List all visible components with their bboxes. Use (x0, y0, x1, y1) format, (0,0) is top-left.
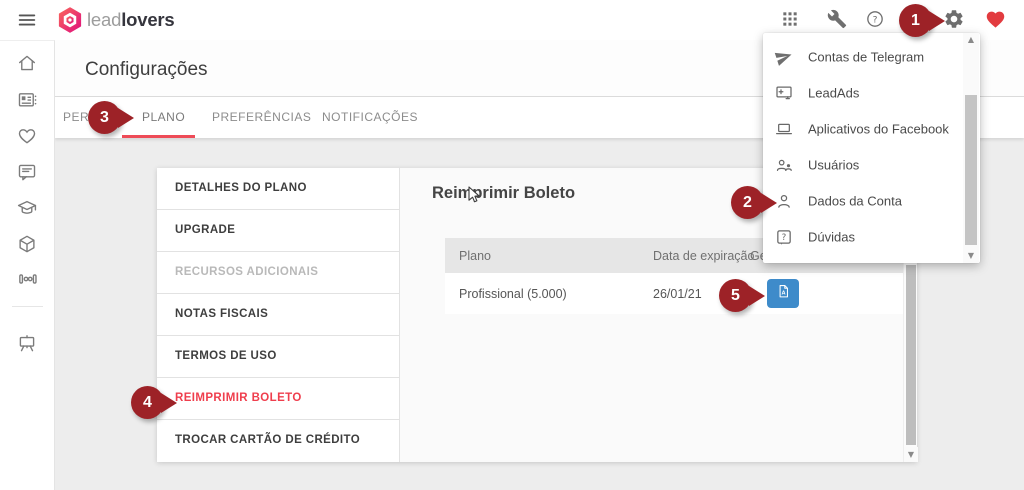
svg-text:?: ? (782, 233, 787, 243)
hamburger-menu-icon[interactable] (16, 9, 38, 31)
plan-side-menu: DETALHES DO PLANO UPGRADE RECURSOS ADICI… (157, 168, 400, 462)
dropdown-item-leadads[interactable]: LeadAds (763, 75, 963, 111)
package-icon[interactable] (16, 233, 38, 255)
dropdown-scrollbar-down-arrow[interactable]: ▼ (967, 251, 975, 260)
dropdown-scrollbar-up-arrow[interactable]: ▲ (967, 35, 975, 44)
group-add-icon (774, 155, 794, 175)
mouse-cursor (468, 186, 481, 210)
left-sidebar (0, 40, 55, 490)
page-title: Configurações (85, 59, 208, 80)
wrench-icon[interactable] (827, 9, 849, 31)
generate-boleto-button[interactable]: A (767, 279, 799, 308)
menu-item-detalhes-do-plano[interactable]: DETALHES DO PLANO (157, 168, 399, 210)
dropdown-scrollbar-thumb[interactable] (965, 95, 977, 245)
gear-icon[interactable] (943, 8, 965, 30)
menu-item-notas-fiscais[interactable]: NOTAS FISCAIS (157, 294, 399, 336)
panel-heading: Reimprimir Boleto (432, 184, 576, 202)
chat-icon[interactable] (16, 161, 38, 183)
home-icon[interactable] (16, 52, 38, 74)
callout-marker-5: 5 (719, 279, 752, 312)
menu-item-upgrade[interactable]: UPGRADE (157, 210, 399, 252)
active-tab-underline (122, 135, 195, 138)
dropdown-item-aplicativos-facebook[interactable]: Aplicativos do Facebook (763, 111, 963, 147)
graduation-cap-icon[interactable] (16, 197, 38, 219)
settings-dropdown-items: Contas de Telegram LeadAds Aplicativos d… (763, 39, 963, 255)
apps-grid-icon[interactable] (780, 9, 802, 31)
dropdown-item-label: Usuários (808, 157, 860, 173)
brand-lead: lead (87, 9, 122, 30)
callout-marker-3: 3 (88, 101, 121, 134)
sidebar-divider (12, 306, 43, 307)
column-header-gerar: Ge (750, 248, 767, 263)
menu-item-reimprimir-boleto[interactable]: REIMPRIMIR BOLETO (157, 378, 399, 420)
dropdown-scrollbar[interactable]: ▲ ▼ (963, 33, 979, 263)
cell-data-expiracao: 26/01/21 (653, 286, 702, 301)
menu-item-recursos-adicionais[interactable]: RECURSOS ADICIONAIS (157, 252, 399, 294)
leadads-icon (774, 83, 794, 103)
tab-preferencias[interactable]: PREFERÊNCIAS (212, 110, 312, 124)
svg-text:?: ? (873, 14, 878, 25)
brand-lovers: lovers (121, 9, 175, 30)
heart-outline-icon[interactable] (16, 125, 38, 147)
presentation-easel-icon[interactable] (16, 333, 38, 355)
top-app-bar: leadlovers ? (0, 0, 1024, 40)
help-box-icon: ? (774, 227, 794, 247)
brand-wordmark: leadlovers (87, 9, 175, 31)
dropdown-item-label: Dúvidas (808, 229, 855, 245)
dropdown-item-dados-da-conta[interactable]: Dados da Conta (763, 183, 963, 219)
dropdown-item-label: Aplicativos do Facebook (808, 121, 949, 137)
panel-scrollbar-down-arrow[interactable]: ▼ (904, 447, 918, 462)
svg-text:A: A (781, 290, 785, 296)
dropdown-item-usuarios[interactable]: Usuários (763, 147, 963, 183)
heart-icon[interactable] (985, 9, 1007, 31)
callout-marker-2: 2 (731, 186, 764, 219)
machines-icon[interactable] (16, 89, 38, 111)
dropdown-item-contas-de-telegram[interactable]: Contas de Telegram (763, 39, 963, 75)
cell-plano: Profissional (5.000) (459, 286, 567, 301)
settings-dropdown-menu: Contas de Telegram LeadAds Aplicativos d… (763, 33, 980, 263)
dropdown-item-label: LeadAds (808, 85, 860, 101)
dropdown-item-label: Dados da Conta (808, 193, 902, 209)
callout-marker-1: 1 (899, 4, 932, 37)
send-icon (774, 47, 794, 67)
table-row: Profissional (5.000) 26/01/21 A (445, 273, 903, 314)
laptop-icon (774, 119, 794, 139)
leadlovers-logo-icon[interactable] (57, 7, 83, 33)
pdf-file-icon: A (775, 283, 792, 305)
funnel-icon[interactable] (16, 268, 38, 290)
menu-item-trocar-cartao[interactable]: TROCAR CARTÃO DE CRÉDITO (175, 434, 361, 446)
dropdown-item-duvidas[interactable]: ? Dúvidas (763, 219, 963, 255)
tab-notificacoes[interactable]: NOTIFICAÇÕES (322, 110, 419, 124)
column-header-plano: Plano (459, 248, 491, 263)
tab-plano[interactable]: PLANO (142, 110, 186, 124)
callout-marker-4: 4 (131, 386, 164, 419)
person-icon (774, 191, 794, 211)
column-header-data: Data de expiração (653, 248, 755, 263)
dropdown-item-label: Contas de Telegram (808, 49, 925, 65)
panel-scrollbar-thumb[interactable] (906, 265, 916, 445)
menu-item-termos-de-uso[interactable]: TERMOS DE USO (157, 336, 399, 378)
help-icon[interactable]: ? (865, 9, 887, 31)
